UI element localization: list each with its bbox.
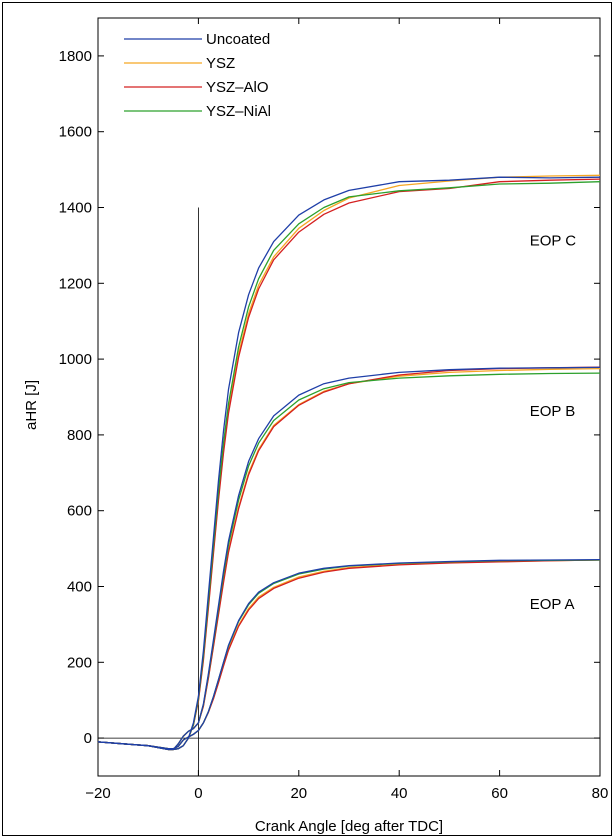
y-tick-label: 0 [84,730,92,747]
series-line-eop-c-uncoated [97,176,601,751]
x-tick-label: 60 [491,785,508,802]
series-line-eop-c-ysz-alo [97,178,601,751]
y-tick-label: 800 [67,427,92,444]
x-tick-label: 80 [592,785,609,802]
reference-lines [98,207,600,776]
series-line-eop-b-ysz [97,367,601,751]
y-tick-label: 400 [67,579,92,596]
series-line-eop-b-ysz-alo [97,366,601,751]
legend-label: YSZ–AlO [206,79,269,96]
x-axis-title: Crank Angle [deg after TDC] [255,818,443,835]
x-tick-label: −20 [85,785,110,802]
annotations: EOP C EOP B EOP A [530,232,577,613]
series-lines [97,174,601,751]
series-line-eop-c-ysz-nial [97,181,601,751]
series-line-eop-c-ysz [97,174,601,751]
legend-label: YSZ [206,55,235,72]
legend: Uncoated YSZ YSZ–AlO YSZ–NiAl [124,31,271,120]
series-line-eop-b-uncoated [97,366,601,751]
series-line-eop-a-ysz [97,559,601,750]
x-tick-label: 20 [290,785,307,802]
x-tick-label: 40 [391,785,408,802]
legend-label: Uncoated [206,31,270,48]
annotation-eop-b: EOP B [530,403,576,420]
legend-label: YSZ–NiAl [206,103,271,120]
y-tick-label: 1400 [59,200,92,217]
y-tick-label: 600 [67,503,92,520]
plot-area [97,17,601,777]
y-tick-label: 200 [67,654,92,671]
y-tick-label: 1200 [59,275,92,292]
y-tick-label: 1800 [59,48,92,65]
series-line-eop-a-uncoated [97,558,601,750]
axis-ticks: −20 0 20 40 60 800200400600800100012001400160… [59,18,609,802]
y-tick-label: 1000 [59,351,92,368]
annotation-eop-a: EOP A [530,596,575,613]
x-tick-label: 0 [194,785,202,802]
series-line-eop-a-ysz-nial [97,559,601,750]
y-tick-label: 1600 [59,124,92,141]
series-line-eop-a-ysz-alo [97,559,601,750]
plot-border [97,17,601,777]
y-axis-title: aHR [J] [23,380,40,430]
annotation-eop-c: EOP C [530,232,577,249]
